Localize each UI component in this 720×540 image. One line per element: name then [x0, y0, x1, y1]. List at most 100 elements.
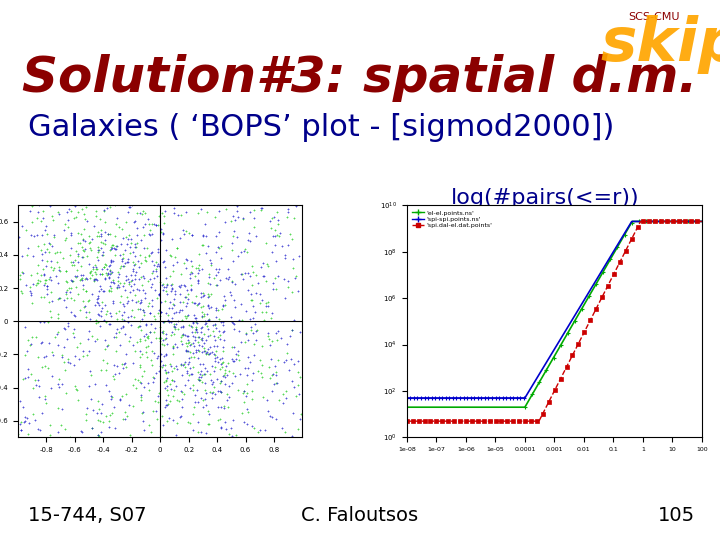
- Point: [101, 381, 112, 390]
- Point: [215, 424, 227, 433]
- Point: [98, 263, 109, 272]
- Point: [109, 333, 120, 341]
- Point: [57, 254, 68, 262]
- Point: [89, 301, 101, 310]
- Point: [282, 348, 293, 357]
- Point: [228, 320, 240, 328]
- Point: [168, 392, 179, 401]
- Point: [131, 208, 143, 217]
- Point: [70, 382, 81, 390]
- Point: [284, 230, 295, 238]
- Point: [157, 258, 168, 266]
- Point: [140, 319, 152, 328]
- Point: [129, 280, 140, 288]
- Point: [134, 251, 145, 259]
- Point: [243, 229, 255, 238]
- Point: [179, 357, 190, 366]
- Point: [168, 416, 179, 424]
- Point: [187, 349, 199, 357]
- Point: [168, 322, 179, 330]
- Point: [184, 341, 196, 349]
- Point: [127, 359, 138, 367]
- Point: [66, 258, 77, 267]
- Point: [159, 296, 171, 305]
- Point: [140, 257, 152, 266]
- Point: [117, 322, 129, 331]
- Point: [17, 375, 29, 383]
- Point: [228, 343, 239, 352]
- Point: [223, 273, 235, 282]
- Point: [219, 336, 230, 345]
- Point: [166, 280, 178, 288]
- Point: [162, 391, 174, 400]
- Point: [151, 272, 163, 280]
- Point: [104, 282, 116, 291]
- Point: [51, 329, 63, 338]
- Point: [279, 294, 291, 302]
- Point: [126, 305, 138, 314]
- Point: [192, 277, 204, 286]
- Point: [103, 386, 114, 395]
- 'spi.dal-el.dat.points': [691, 218, 700, 225]
- Point: [283, 241, 294, 249]
- Point: [193, 338, 204, 347]
- Point: [68, 261, 80, 269]
- 'spi-spi.points.ns': [543, 358, 552, 365]
- Point: [138, 207, 149, 216]
- Point: [53, 328, 64, 336]
- Point: [122, 312, 134, 321]
- Point: [138, 244, 150, 253]
- Point: [199, 395, 211, 404]
- Point: [106, 258, 117, 266]
- Point: [101, 342, 112, 350]
- Point: [118, 360, 130, 368]
- Point: [124, 249, 135, 258]
- Point: [98, 287, 109, 295]
- Point: [93, 231, 104, 240]
- Point: [99, 345, 111, 353]
- Point: [174, 283, 186, 292]
- Point: [203, 409, 215, 418]
- Point: [244, 237, 256, 246]
- Point: [135, 379, 147, 388]
- Point: [112, 267, 124, 276]
- Point: [25, 370, 37, 379]
- Point: [151, 262, 163, 271]
- Point: [177, 226, 189, 235]
- Point: [52, 294, 63, 303]
- Point: [143, 421, 155, 430]
- Point: [188, 342, 199, 350]
- Point: [161, 351, 172, 360]
- Point: [134, 322, 145, 330]
- Point: [129, 270, 140, 279]
- Point: [39, 392, 50, 400]
- Point: [219, 327, 230, 335]
- Point: [190, 346, 202, 355]
- Point: [168, 208, 180, 217]
- Point: [149, 285, 161, 294]
- Point: [153, 291, 164, 299]
- Point: [99, 335, 110, 344]
- Point: [158, 327, 169, 336]
- Point: [202, 293, 214, 302]
- Point: [130, 268, 142, 276]
- Point: [242, 235, 253, 244]
- Point: [83, 382, 94, 390]
- Point: [105, 242, 117, 251]
- Point: [208, 367, 220, 375]
- Point: [25, 231, 37, 240]
- Point: [292, 357, 304, 366]
- Point: [58, 342, 70, 351]
- Point: [92, 228, 104, 237]
- Point: [22, 364, 34, 373]
- Point: [213, 244, 225, 253]
- Point: [212, 415, 224, 424]
- Point: [146, 296, 158, 305]
- Point: [218, 370, 230, 379]
- Point: [215, 403, 227, 411]
- Point: [125, 239, 136, 248]
- Point: [227, 317, 238, 326]
- Point: [48, 170, 59, 178]
- Point: [161, 246, 172, 254]
- Point: [156, 280, 168, 289]
